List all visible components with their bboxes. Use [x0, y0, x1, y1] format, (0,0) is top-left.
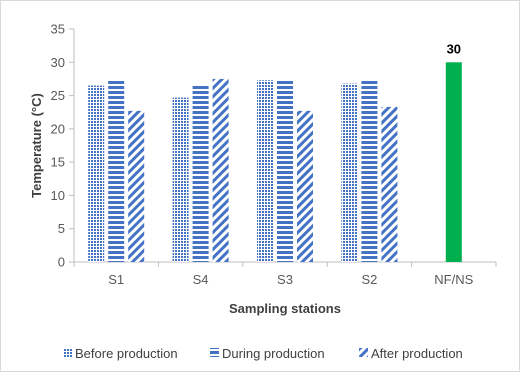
- legend-label: Before production: [75, 346, 178, 361]
- y-tick-label: 10: [51, 188, 65, 203]
- x-tick-label: NF/NS: [434, 272, 473, 287]
- bar-diagonal: [297, 110, 313, 262]
- bar-dots: [341, 83, 358, 263]
- x-tick-label: S3: [277, 272, 293, 287]
- bars: [88, 62, 462, 263]
- y-tick-label: 5: [58, 221, 65, 236]
- y-tick-label: 25: [51, 88, 65, 103]
- data-label: 30: [447, 41, 461, 56]
- x-tick-label: S2: [361, 272, 377, 287]
- bar-diagonal: [381, 106, 398, 262]
- y-axis: 0 5 10 15 20 25 30 35: [51, 22, 75, 270]
- x-tick-label: S1: [108, 272, 124, 287]
- bar-diagonal: [128, 110, 145, 262]
- x-axis-title: Sampling stations: [229, 301, 341, 316]
- x-axis: S1 S4 S3 S2 NF/NS: [73, 261, 497, 287]
- bar-hstripes: [277, 80, 293, 262]
- y-tick-label: 35: [51, 22, 65, 37]
- bar-solid: [445, 62, 462, 263]
- data-labels: 30: [447, 41, 461, 56]
- legend-swatch-hstripes: [210, 348, 219, 357]
- y-tick-label: 15: [51, 155, 65, 170]
- y-tick-label: 0: [58, 255, 65, 270]
- legend-swatch-diagonal: [359, 348, 368, 357]
- bar-dots: [172, 97, 189, 262]
- y-tick-label: 30: [51, 55, 65, 70]
- bar-dots: [257, 80, 273, 262]
- legend: Before production During production After …: [63, 346, 463, 361]
- bar-hstripes: [192, 85, 209, 262]
- x-tick-label: S4: [193, 272, 209, 287]
- legend-label: After production: [371, 346, 463, 361]
- legend-label: During production: [222, 346, 325, 361]
- bar-hstripes: [361, 80, 378, 262]
- y-tick-label: 20: [51, 121, 65, 136]
- legend-swatch-dots: [63, 348, 72, 357]
- bar-diagonal: [212, 78, 229, 262]
- bar-dots: [88, 85, 105, 262]
- y-axis-title: Temperature (°C): [29, 93, 44, 198]
- bar-hstripes: [108, 80, 125, 262]
